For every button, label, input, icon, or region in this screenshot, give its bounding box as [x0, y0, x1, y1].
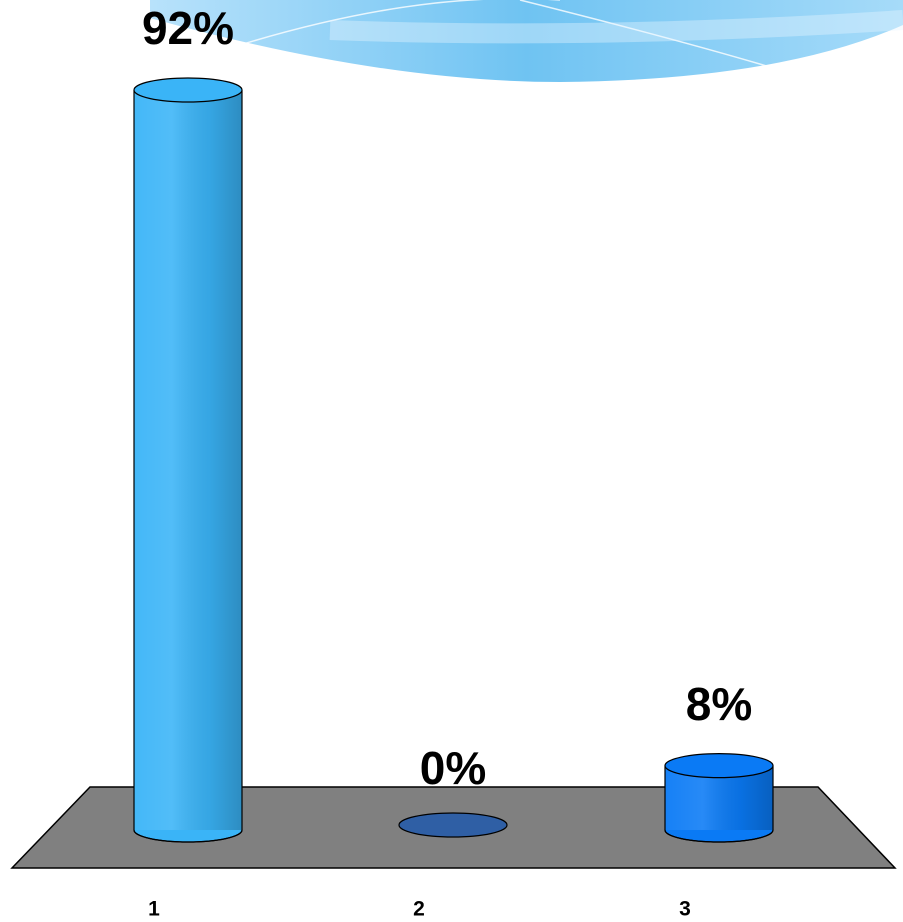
- bar-outline: [133, 90, 243, 843]
- value-label: 0%: [420, 742, 486, 794]
- bar: [133, 77, 243, 843]
- x-tick-label: 1: [148, 898, 160, 921]
- header-decoration: [150, 0, 903, 82]
- value-label: 8%: [686, 678, 752, 730]
- x-tick-label: 2: [413, 898, 425, 921]
- x-tick-label: 3: [679, 898, 691, 921]
- bar: [398, 812, 508, 838]
- bar: [664, 753, 774, 843]
- value-label: 92%: [142, 2, 234, 54]
- bar-top: [133, 77, 243, 103]
- bar-top: [398, 812, 508, 838]
- bar-top: [664, 753, 774, 779]
- bar-shade: [134, 90, 242, 830]
- bar-outline: [664, 765, 774, 843]
